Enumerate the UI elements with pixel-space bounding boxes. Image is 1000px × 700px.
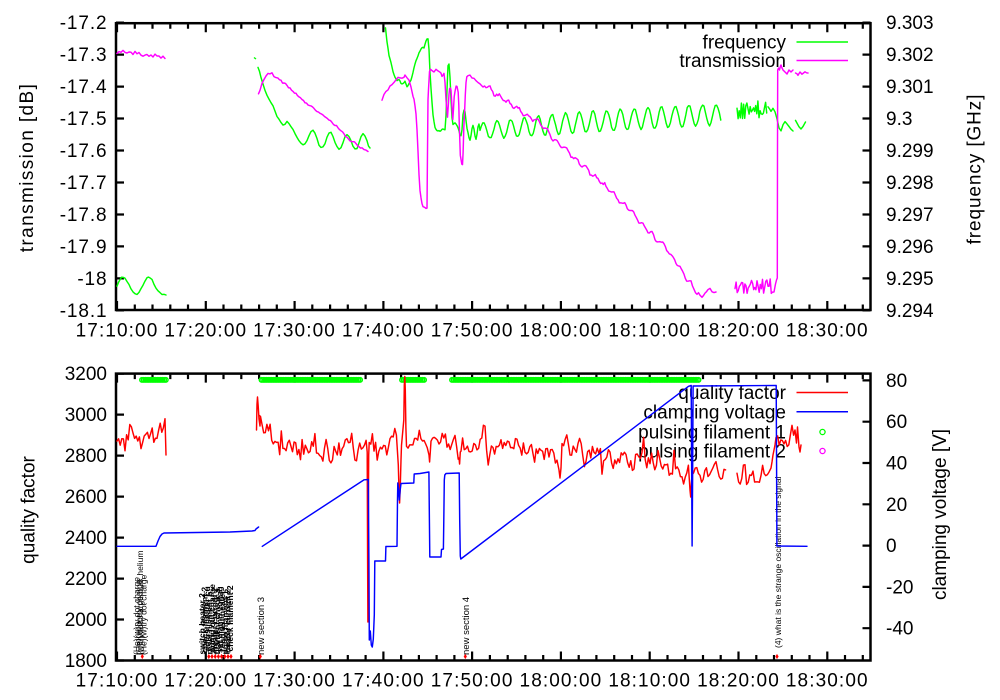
svg-text:17:10:00: 17:10:00 (76, 671, 159, 692)
svg-text:9.297: 9.297 (886, 205, 934, 226)
svg-text:check filament 2: check filament 2 (225, 585, 235, 651)
svg-text:18:10:00: 18:10:00 (608, 321, 691, 342)
svg-text:80: 80 (886, 371, 907, 392)
svg-text:1800: 1800 (65, 651, 107, 672)
svg-text:transmission [dB]: transmission [dB] (17, 83, 38, 253)
svg-text:9.298: 9.298 (886, 173, 934, 194)
svg-text:40: 40 (886, 454, 907, 475)
svg-text:9.3: 9.3 (886, 109, 912, 130)
svg-text:9.302: 9.302 (886, 45, 934, 66)
svg-text:3200: 3200 (65, 364, 107, 385)
svg-text:2600: 2600 (65, 487, 107, 508)
svg-text:pulsing filament 1: pulsing filament 1 (638, 423, 786, 444)
svg-text:0: 0 (886, 536, 897, 557)
svg-text:quality factor: quality factor (678, 383, 786, 404)
svg-text:(He)(w)try dot charge: (He)(w)try dot charge (139, 574, 149, 655)
svg-text:18:20:00: 18:20:00 (697, 671, 780, 692)
svg-text:9.294: 9.294 (886, 301, 934, 322)
svg-text:reset filament b: reset filament b (204, 592, 214, 655)
svg-text:17:50:00: 17:50:00 (431, 671, 514, 692)
svg-text:(He)(w)dotry charge: (He)(w)dotry charge (134, 579, 144, 655)
svg-text:(He)(w)ry dot charge: (He)(w)ry dot charge (132, 577, 142, 655)
svg-text:-17.5: -17.5 (60, 109, 108, 130)
svg-text:-17.8: -17.8 (60, 205, 108, 226)
svg-text:pulse filament 1: pulse filament 1 (220, 590, 230, 655)
svg-text:check filament 2: check filament 2 (199, 587, 209, 653)
svg-text:-17.9: -17.9 (60, 237, 108, 258)
svg-text:heater current 2: heater current 2 (210, 587, 220, 652)
svg-text:frequency [GHz]: frequency [GHz] (965, 94, 986, 245)
svg-text:18:30:00: 18:30:00 (786, 321, 869, 342)
svg-text:set clamp voltag: set clamp voltag (215, 586, 225, 653)
svg-text:-17.6: -17.6 (60, 141, 108, 162)
svg-text:-17.4: -17.4 (60, 77, 108, 98)
svg-text:17:40:00: 17:40:00 (342, 671, 425, 692)
svg-text:transmission: transmission (679, 51, 786, 72)
svg-text:9.303: 9.303 (886, 13, 934, 34)
svg-text:9.301: 9.301 (886, 77, 934, 98)
svg-text:frequency: frequency (703, 33, 787, 54)
svg-text:60: 60 (886, 412, 907, 433)
svg-text:9.296: 9.296 (886, 237, 934, 258)
svg-text:adjust heater cu: adjust heater cu (202, 586, 212, 651)
svg-text:18:00:00: 18:00:00 (520, 321, 603, 342)
svg-text:9.299: 9.299 (886, 141, 934, 162)
svg-text:new section 3: new section 3 (256, 597, 267, 655)
svg-text:20: 20 (886, 495, 907, 516)
svg-text:-20: -20 (886, 577, 913, 598)
svg-text:2200: 2200 (65, 569, 107, 590)
svg-text:2800: 2800 (65, 446, 107, 467)
svg-text:-18.1: -18.1 (60, 301, 108, 322)
svg-text:-17.3: -17.3 (60, 45, 108, 66)
svg-text:switch heater 2.: switch heater 2. (197, 591, 207, 655)
svg-text:17:40:00: 17:40:00 (342, 321, 425, 342)
svg-text:filament check a: filament check a (212, 588, 222, 654)
svg-text:18:20:00: 18:20:00 (697, 321, 780, 342)
svg-text:2000: 2000 (65, 610, 107, 631)
svg-text:clamping voltage: clamping voltage (643, 402, 786, 423)
svg-text:quality factor: quality factor (19, 455, 40, 563)
svg-text:9.295: 9.295 (886, 269, 934, 290)
svg-text:18:30:00: 18:30:00 (786, 671, 869, 692)
svg-text:17:30:00: 17:30:00 (253, 671, 336, 692)
svg-text:17:20:00: 17:20:00 (164, 671, 247, 692)
svg-text:(w)trydotcharge bulk helium: (w)trydotcharge bulk helium (135, 551, 145, 655)
svg-text:17:30:00: 17:30:00 (253, 321, 336, 342)
svg-text:-17.7: -17.7 (60, 173, 108, 194)
svg-text:readjust heater: readjust heater (217, 590, 227, 652)
svg-text:-18: -18 (77, 269, 107, 290)
svg-text:18:00:00: 18:00:00 (520, 671, 603, 692)
svg-text:2400: 2400 (65, 528, 107, 549)
svg-text:clamping voltage [V]: clamping voltage [V] (930, 429, 951, 600)
svg-text:(4) what is the strange oscill: (4) what is the strange oscillation in t… (773, 476, 783, 648)
svg-text:18:10:00: 18:10:00 (608, 671, 691, 692)
svg-text:-40: -40 (886, 619, 913, 640)
svg-text:pump out charge: pump out charge (207, 584, 217, 653)
svg-text:3000: 3000 (65, 405, 107, 426)
svg-text:heater current 2: heater current 2 (222, 588, 232, 653)
svg-text:new section 4: new section 4 (461, 597, 472, 655)
svg-text:17:50:00: 17:50:00 (431, 321, 514, 342)
svg-text:17:10:00: 17:10:00 (76, 321, 159, 342)
svg-text:-17.2: -17.2 (60, 13, 108, 34)
svg-text:17:20:00: 17:20:00 (164, 321, 247, 342)
